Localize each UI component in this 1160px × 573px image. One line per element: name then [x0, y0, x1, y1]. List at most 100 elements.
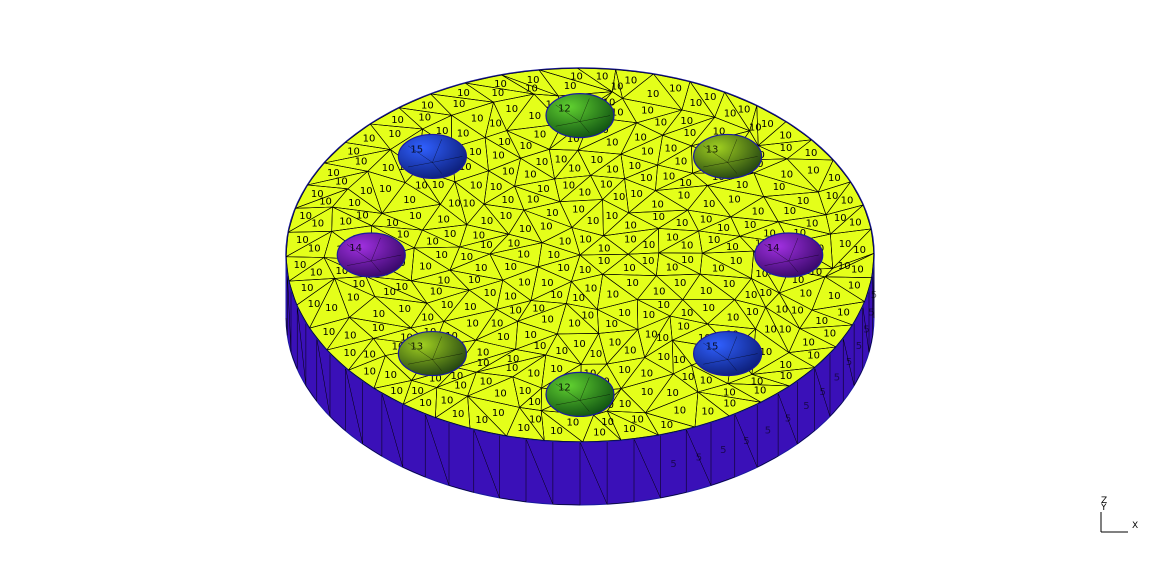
top-element-label: 10: [579, 265, 592, 276]
top-element-label: 10: [504, 292, 517, 303]
top-element-label: 10: [752, 207, 765, 218]
top-element-label: 10: [360, 186, 373, 197]
top-element-label: 10: [596, 71, 609, 82]
top-element-label: 10: [723, 388, 736, 399]
top-element-label: 10: [647, 89, 660, 100]
bolt-holes: 12 13 14 15 12 13 14 15: [336, 92, 824, 418]
bolt-hole-mesh-line: [727, 353, 758, 360]
top-element-label: 10: [319, 196, 332, 207]
top-element-label: 10: [717, 223, 730, 234]
top-element-label: 10: [492, 151, 505, 162]
bolt-hole-mesh-line: [788, 237, 799, 262]
top-element-label: 10: [541, 278, 554, 289]
top-element-label: 10: [780, 143, 793, 154]
side-mesh-element: [757, 393, 779, 468]
top-element-label: 10: [598, 256, 611, 267]
top-element-label: 10: [308, 299, 321, 310]
side-element-label: 5: [785, 414, 791, 425]
bolt-hole-mesh-line: [432, 139, 442, 163]
side-element-label: 5: [696, 453, 702, 464]
top-element-label: 10: [837, 307, 850, 318]
top-element-label: 10: [641, 387, 654, 398]
side-element-label: 5: [765, 425, 771, 436]
top-element-label: 10: [681, 241, 694, 252]
top-element-label: 10: [681, 308, 694, 319]
top-element-label: 10: [587, 216, 600, 227]
top-element-label: 10: [310, 267, 323, 278]
top-element-label: 10: [506, 363, 519, 374]
top-element-label: 10: [745, 290, 758, 301]
top-element-label: 10: [421, 101, 434, 112]
top-element-label: 10: [834, 213, 847, 224]
bolt-hole-mesh-line: [371, 254, 402, 262]
top-element-label: 10: [452, 409, 465, 420]
top-element-label: 10: [642, 310, 655, 321]
top-element-label: 10: [457, 88, 470, 99]
top-element-label: 10: [436, 126, 449, 137]
bolt-hole-mesh-line: [407, 145, 433, 163]
top-element-label: 10: [773, 182, 786, 193]
top-element-label: 10: [426, 237, 439, 248]
top-element-label: 10: [656, 333, 669, 344]
top-element-label: 10: [704, 92, 717, 103]
side-mesh-element: [499, 438, 527, 503]
top-element-label: 10: [746, 307, 759, 318]
top-element-label: 10: [517, 250, 530, 261]
side-mesh-element: [287, 272, 292, 353]
top-element-label: 10: [502, 195, 515, 206]
top-element-label: 10: [519, 224, 532, 235]
top-element-label: 10: [853, 245, 866, 256]
top-element-label: 10: [536, 157, 549, 168]
top-element-label: 10: [301, 283, 314, 294]
bolt-hole-bore: [336, 232, 406, 278]
bolt-hole-mesh-line: [579, 115, 611, 122]
top-element-label: 10: [550, 364, 563, 375]
top-element-label: 10: [585, 283, 598, 294]
top-element-label: 10: [383, 287, 396, 298]
side-element-label: 5: [846, 357, 852, 368]
top-element-label: 10: [469, 147, 482, 158]
top-element-label: 10: [603, 97, 616, 108]
top-element-label: 10: [606, 165, 619, 176]
top-element-label: 10: [379, 184, 392, 195]
top-element-label: 10: [400, 333, 413, 344]
bolt-hole-mesh-line: [432, 156, 463, 163]
top-element-label: 10: [838, 261, 851, 272]
bolt-hole-label: 12: [558, 104, 571, 115]
bolt-hole-mesh-line: [703, 359, 728, 365]
top-element-label: 10: [684, 128, 697, 139]
top-element-label: 10: [625, 76, 638, 87]
side-mesh-element: [448, 429, 475, 493]
top-element-label: 10: [628, 161, 641, 172]
top-element-label: 10: [606, 289, 619, 300]
top-element-label: 10: [344, 348, 357, 359]
top-element-label: 10: [464, 302, 477, 313]
top-element-label: 10: [760, 347, 773, 358]
axis-y-label: Y: [1100, 503, 1107, 513]
top-element-label: 10: [454, 380, 467, 391]
bolt-hole-mesh-line: [555, 383, 581, 401]
top-element-label: 10: [502, 167, 515, 178]
top-element-label: 10: [609, 337, 622, 348]
top-element-label: 10: [708, 235, 721, 246]
top-element-label: 10: [579, 234, 592, 245]
top-element-label: 10: [598, 243, 611, 254]
side-element-label: 5: [720, 445, 726, 456]
top-element-label: 10: [611, 82, 624, 93]
top-element-label: 10: [634, 132, 647, 143]
side-mesh-element: [660, 429, 687, 499]
side-element-label: 5: [834, 373, 840, 384]
bolt-hole-mesh-line: [579, 377, 590, 401]
top-element-label: 10: [529, 415, 542, 426]
top-element-label: 10: [356, 210, 369, 221]
top-mesh-element: [654, 185, 709, 211]
top-element-label: 10: [618, 365, 631, 376]
top-element-label: 10: [471, 113, 484, 124]
bolt-hole-mesh-line: [703, 342, 728, 360]
top-element-label: 10: [463, 199, 476, 210]
top-element-label: 10: [673, 406, 686, 417]
top-element-label: 10: [546, 208, 559, 219]
bolt-hole-mesh-line: [727, 336, 738, 360]
